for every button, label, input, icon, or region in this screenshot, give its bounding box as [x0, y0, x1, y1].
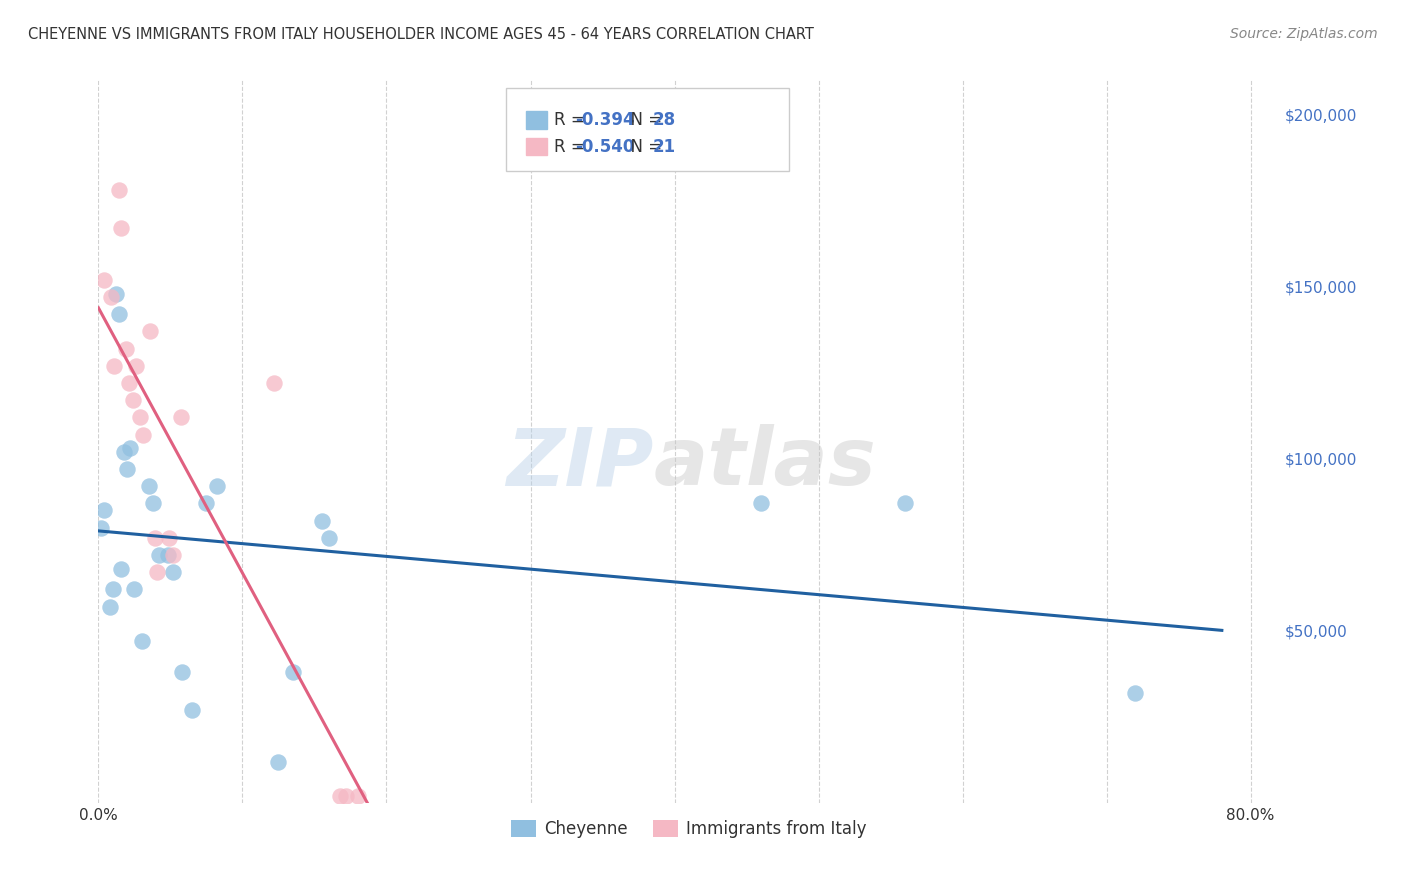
Point	[263, 376, 285, 390]
Text: -0.394: -0.394	[575, 111, 636, 129]
Point	[110, 221, 132, 235]
Text: R =: R =	[554, 111, 591, 129]
Point	[281, 665, 304, 679]
Point	[894, 496, 917, 510]
Point	[142, 496, 165, 510]
FancyBboxPatch shape	[506, 87, 789, 170]
Text: R =: R =	[554, 137, 591, 156]
Point	[749, 496, 772, 510]
Point	[120, 442, 142, 456]
Text: N =: N =	[620, 137, 668, 156]
Point	[318, 531, 340, 545]
Point	[129, 410, 152, 425]
Point	[170, 665, 193, 679]
Point	[157, 531, 180, 545]
Point	[125, 359, 148, 373]
Point	[139, 325, 162, 339]
Point	[148, 548, 170, 562]
Point	[93, 503, 115, 517]
Point	[162, 548, 184, 562]
Text: -0.540: -0.540	[575, 137, 636, 156]
Point	[93, 273, 115, 287]
Point	[195, 496, 218, 510]
Point	[110, 562, 132, 576]
Point	[101, 582, 124, 597]
Text: 28: 28	[652, 111, 675, 129]
Legend: Cheyenne, Immigrants from Italy: Cheyenne, Immigrants from Italy	[505, 814, 873, 845]
Text: ZIP: ZIP	[506, 425, 654, 502]
Point	[1125, 686, 1147, 700]
Point	[346, 789, 368, 803]
Point	[107, 307, 129, 321]
Point	[132, 427, 155, 442]
Point	[146, 566, 169, 580]
FancyBboxPatch shape	[526, 112, 547, 128]
Point	[104, 286, 127, 301]
Point	[103, 359, 125, 373]
Point	[156, 548, 179, 562]
Point	[122, 393, 145, 408]
Point	[329, 789, 352, 803]
Point	[90, 520, 112, 534]
Point	[169, 410, 191, 425]
Point	[162, 566, 184, 580]
Point	[311, 514, 333, 528]
Point	[267, 755, 290, 769]
Point	[143, 531, 166, 545]
Point	[98, 599, 121, 614]
Text: atlas: atlas	[654, 425, 876, 502]
Text: Source: ZipAtlas.com: Source: ZipAtlas.com	[1230, 27, 1378, 41]
Text: 21: 21	[652, 137, 675, 156]
Point	[138, 479, 160, 493]
Point	[107, 183, 129, 197]
Point	[115, 462, 138, 476]
Text: N =: N =	[620, 111, 668, 129]
Point	[114, 342, 136, 356]
Point	[112, 445, 135, 459]
Point	[124, 582, 146, 597]
Point	[100, 290, 122, 304]
Point	[118, 376, 141, 390]
Point	[335, 789, 357, 803]
Text: CHEYENNE VS IMMIGRANTS FROM ITALY HOUSEHOLDER INCOME AGES 45 - 64 YEARS CORRELAT: CHEYENNE VS IMMIGRANTS FROM ITALY HOUSEH…	[28, 27, 814, 42]
Point	[205, 479, 228, 493]
Point	[131, 634, 153, 648]
Point	[181, 703, 204, 717]
FancyBboxPatch shape	[526, 138, 547, 155]
